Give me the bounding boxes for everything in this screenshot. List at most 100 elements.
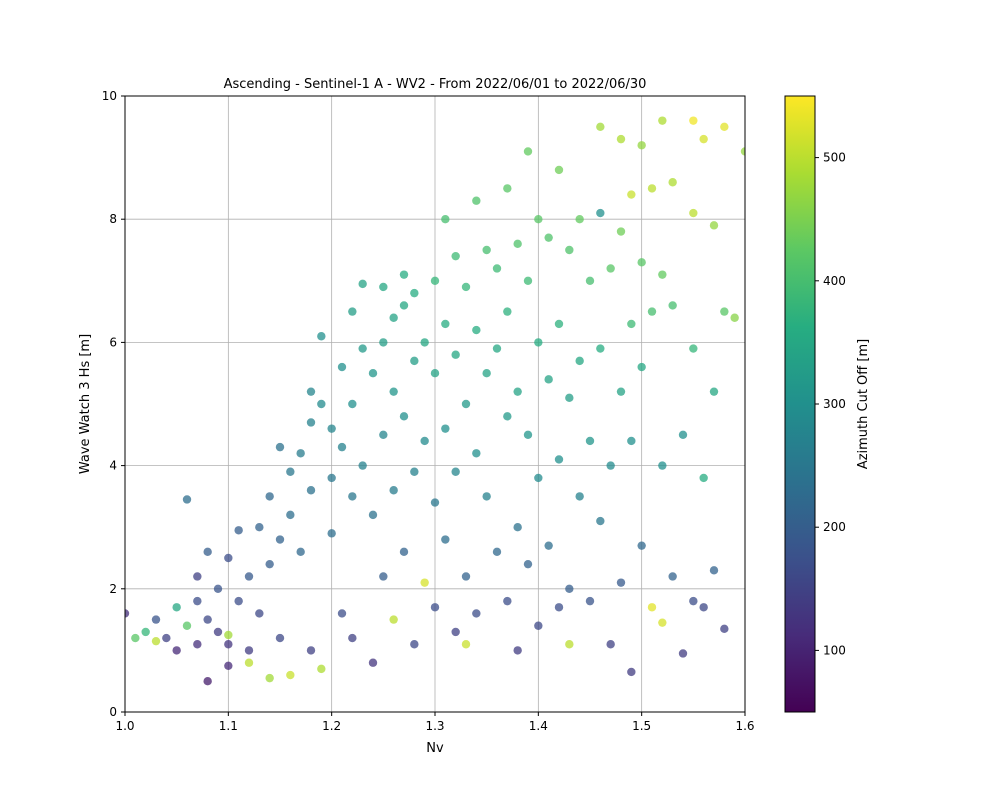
data-point	[585, 276, 595, 285]
data-point	[461, 399, 471, 409]
data-point	[730, 313, 739, 322]
x-axis-label: Nv	[426, 741, 444, 756]
data-point	[596, 516, 605, 526]
data-point	[699, 134, 708, 144]
data-point	[358, 461, 367, 470]
data-point	[492, 344, 502, 353]
data-point	[399, 547, 409, 557]
data-point	[286, 670, 295, 680]
data-point	[658, 461, 667, 470]
data-point	[472, 325, 481, 335]
data-point	[234, 596, 243, 606]
data-point	[709, 566, 719, 575]
data-point	[523, 559, 533, 569]
colorbar-label: Azimuth Cut Off [m]	[856, 339, 871, 469]
data-point	[151, 615, 161, 624]
data-point	[482, 492, 491, 501]
data-point	[596, 122, 605, 131]
data-point	[420, 338, 429, 347]
data-point	[585, 596, 595, 606]
data-points	[125, 116, 745, 686]
data-point	[596, 208, 605, 218]
data-point	[575, 356, 584, 366]
data-point	[255, 523, 264, 532]
data-point	[554, 603, 564, 612]
data-point	[368, 510, 378, 520]
data-point	[575, 215, 584, 224]
data-point	[616, 134, 626, 144]
data-point	[534, 215, 543, 224]
data-point	[348, 399, 357, 409]
data-point	[348, 492, 357, 501]
data-point	[637, 258, 646, 267]
data-point	[224, 630, 233, 640]
x-tick-label: 1.2	[322, 719, 341, 733]
data-point	[616, 578, 626, 587]
x-tick-label: 1.6	[735, 719, 754, 733]
data-point	[482, 245, 491, 255]
data-point	[627, 667, 636, 677]
data-point	[627, 319, 636, 329]
data-point	[544, 375, 553, 384]
data-point	[472, 609, 481, 618]
data-point	[441, 215, 450, 224]
data-point	[389, 313, 398, 322]
data-point	[317, 332, 326, 341]
data-point	[410, 467, 419, 476]
data-point	[720, 122, 729, 131]
data-point	[275, 535, 285, 544]
colorbar-ticks: 100 200 300 400 500	[815, 151, 846, 657]
data-point	[430, 276, 440, 285]
data-point	[689, 116, 698, 125]
data-point	[389, 615, 398, 624]
data-point	[193, 640, 202, 649]
data-point	[234, 526, 243, 535]
data-point	[668, 301, 677, 310]
data-point	[503, 307, 512, 316]
data-point	[182, 621, 192, 630]
data-point	[224, 661, 233, 670]
data-point	[389, 486, 398, 495]
data-point	[337, 442, 347, 452]
data-point	[637, 362, 646, 372]
y-tick-label: 2	[109, 582, 117, 596]
data-point	[627, 190, 636, 199]
data-point	[193, 572, 202, 581]
data-point	[255, 609, 264, 618]
data-point	[327, 473, 336, 483]
data-point	[430, 603, 440, 612]
colorbar-tick-label: 100	[823, 643, 846, 657]
data-point	[317, 399, 326, 409]
data-point	[637, 541, 646, 550]
data-point	[420, 578, 429, 587]
data-point	[658, 270, 667, 279]
data-point	[523, 276, 533, 285]
data-point	[358, 344, 367, 353]
data-point	[410, 356, 419, 366]
data-point	[151, 636, 161, 646]
data-point	[647, 307, 657, 316]
data-point	[523, 147, 533, 156]
data-point	[709, 387, 719, 396]
data-point	[410, 288, 419, 298]
data-point	[265, 492, 274, 501]
data-point	[337, 362, 347, 372]
data-point	[451, 467, 460, 476]
data-point	[678, 430, 688, 439]
data-point	[658, 618, 667, 627]
colorbar-tick-label: 400	[823, 274, 846, 288]
data-point	[306, 486, 316, 495]
data-point	[441, 535, 450, 544]
data-point	[131, 633, 140, 643]
colorbar-tick-label: 200	[823, 520, 846, 534]
data-point	[627, 436, 636, 446]
data-point	[224, 640, 233, 649]
data-point	[451, 350, 460, 359]
data-point	[358, 279, 367, 289]
y-tick-label: 0	[109, 705, 117, 719]
data-point	[492, 547, 502, 557]
data-point	[740, 147, 745, 156]
data-point	[554, 319, 564, 329]
data-point	[513, 239, 522, 249]
